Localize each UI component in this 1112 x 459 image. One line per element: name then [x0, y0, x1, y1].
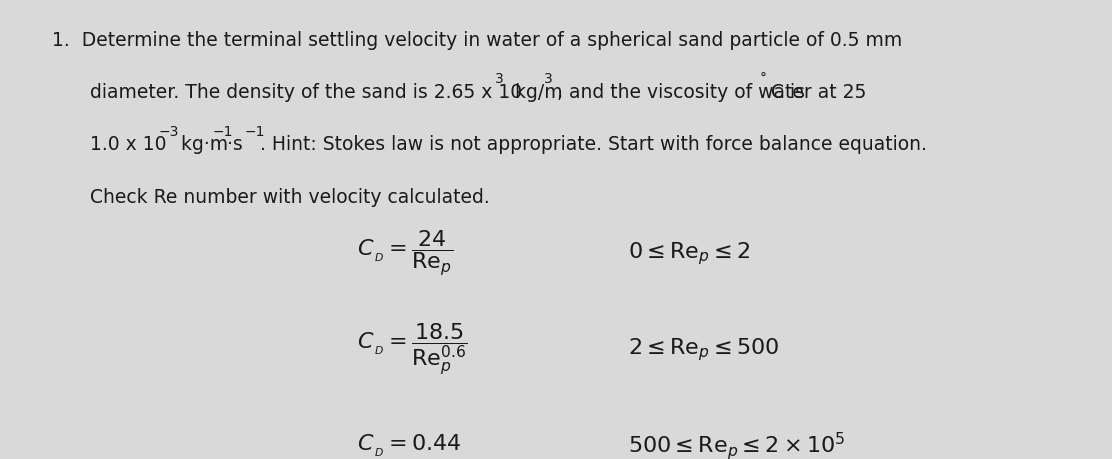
Text: 3: 3	[495, 72, 504, 86]
Text: kg/m: kg/m	[508, 83, 563, 102]
Text: $C_{_{\,D}} = 0.44$: $C_{_{\,D}} = 0.44$	[357, 431, 461, 458]
Text: $0 \leq \mathrm{Re}_{p} \leq 2$: $0 \leq \mathrm{Re}_{p} \leq 2$	[627, 240, 751, 266]
Text: 1.  Determine the terminal settling velocity in water of a spherical sand partic: 1. Determine the terminal settling veloc…	[52, 30, 902, 50]
Text: $500 \leq \mathrm{Re}_{p} \leq 2 \times 10^{5}$: $500 \leq \mathrm{Re}_{p} \leq 2 \times …	[627, 429, 845, 459]
Text: $2 \leq \mathrm{Re}_{p} \leq 500$: $2 \leq \mathrm{Re}_{p} \leq 500$	[627, 336, 780, 362]
Text: kg·m: kg·m	[175, 135, 228, 154]
Text: $C_{_{\,D}} = \dfrac{24}{\mathrm{Re}_{p}}$: $C_{_{\,D}} = \dfrac{24}{\mathrm{Re}_{p}…	[357, 228, 454, 278]
Text: −3: −3	[158, 124, 179, 138]
Text: −1: −1	[212, 124, 232, 138]
Text: 3: 3	[544, 72, 553, 86]
Text: ·s: ·s	[227, 135, 244, 154]
Text: , and the viscosity of water at 25: , and the viscosity of water at 25	[557, 83, 866, 102]
Text: C is: C is	[771, 83, 804, 102]
Text: 1.0 x 10: 1.0 x 10	[90, 135, 167, 154]
Text: . Hint: Stokes law is not appropriate. Start with force balance equation.: . Hint: Stokes law is not appropriate. S…	[260, 135, 926, 154]
Text: −1: −1	[245, 124, 265, 138]
Text: $C_{_{\,D}} = \dfrac{18.5}{\mathrm{Re}_{p}^{0.6}}$: $C_{_{\,D}} = \dfrac{18.5}{\mathrm{Re}_{…	[357, 321, 468, 376]
Text: Check Re number with velocity calculated.: Check Re number with velocity calculated…	[90, 187, 489, 207]
Text: °: °	[759, 72, 766, 86]
Text: diameter. The density of the sand is 2.65 x 10: diameter. The density of the sand is 2.6…	[90, 83, 522, 102]
